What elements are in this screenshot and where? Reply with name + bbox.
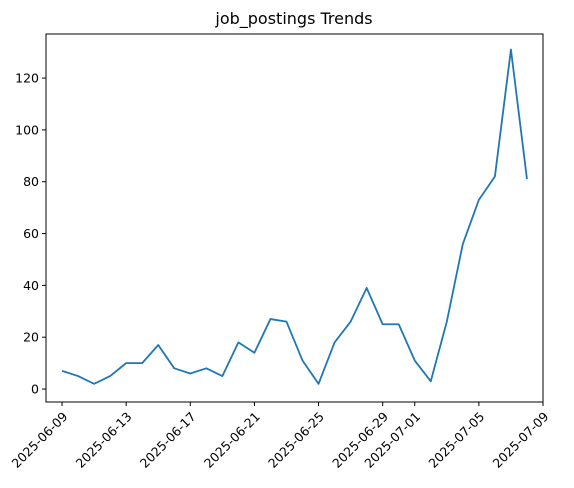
- y-axis: 0 20 40 60 80 100 120: [15, 71, 46, 397]
- y-tick-label: 120: [15, 71, 39, 86]
- x-tick-label: 2025-07-09: [490, 409, 552, 471]
- y-tick-label: 20: [23, 330, 39, 345]
- x-tick-label: 2025-06-21: [201, 409, 263, 471]
- x-tick-label: 2025-07-05: [425, 409, 487, 471]
- series-line: [62, 50, 527, 384]
- y-tick-label: 100: [15, 122, 39, 137]
- chart-title: job_postings Trends: [214, 9, 372, 29]
- y-tick-label: 80: [23, 174, 39, 189]
- x-tick-label: 2025-06-25: [265, 409, 327, 471]
- series-layer: [62, 50, 527, 384]
- y-tick-label: 0: [31, 382, 39, 397]
- y-tick-label: 40: [23, 278, 39, 293]
- plot-frame: [46, 34, 543, 402]
- x-axis: 2025-06-09 2025-06-13 2025-06-17 2025-06-21…: [9, 402, 552, 471]
- x-tick-label: 2025-06-09: [9, 409, 71, 471]
- x-tick-label: 2025-06-17: [137, 409, 199, 471]
- x-tick-label: 2025-06-13: [73, 409, 135, 471]
- y-tick-label: 60: [23, 226, 39, 241]
